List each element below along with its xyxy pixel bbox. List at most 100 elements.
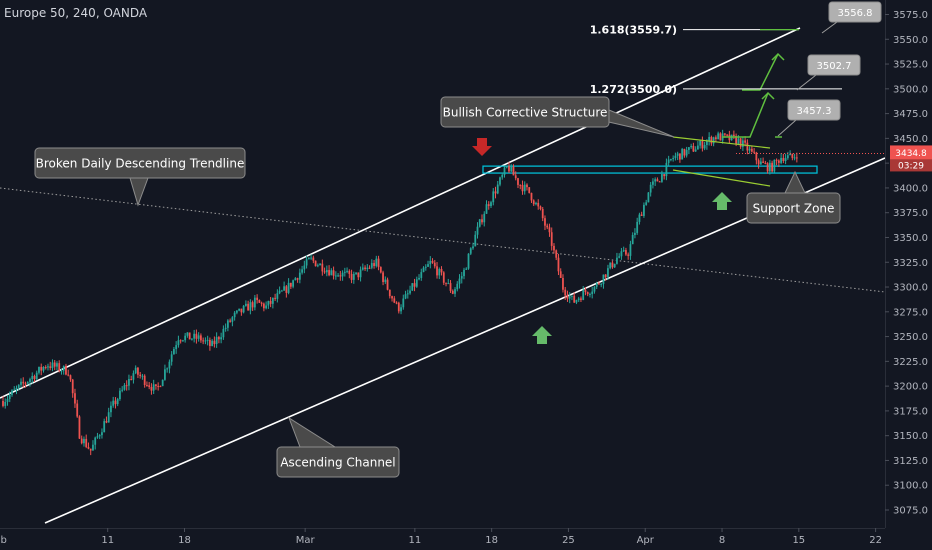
candle-body: [793, 157, 796, 159]
projection-arrowhead-1: [761, 91, 775, 100]
candle-body: [521, 185, 524, 192]
candle: [2, 396, 4, 408]
candle: [670, 158, 672, 162]
candle-body: [285, 286, 288, 293]
projection-leg-2: [742, 53, 779, 91]
candle-body: [121, 389, 124, 391]
candle-body: [784, 158, 787, 162]
fib-label: 1.272(3500.0): [590, 83, 677, 96]
candle: [465, 267, 468, 270]
candle-body: [427, 264, 429, 267]
candle-body: [732, 134, 735, 137]
candle-body: [22, 381, 25, 384]
candle-body: [49, 366, 52, 369]
candle: [575, 299, 578, 305]
candle: [53, 359, 56, 371]
candle: [397, 301, 400, 314]
candle-body: [269, 300, 272, 304]
candle: [782, 153, 785, 164]
candle-body: [11, 390, 13, 395]
candle-body: [519, 184, 522, 186]
candle-body: [105, 421, 108, 423]
candle-body: [652, 181, 654, 185]
candle-body: [411, 283, 414, 291]
time-axis[interactable]: Feb 11 18 Mar 11 18 25 Apr 8 15 22: [0, 528, 885, 546]
candle: [759, 157, 762, 165]
candle: [121, 386, 124, 393]
candle: [418, 274, 420, 281]
candle-body: [213, 340, 216, 345]
candle: [71, 378, 74, 398]
candle: [251, 300, 254, 311]
candle: [478, 218, 481, 228]
candle: [44, 365, 47, 370]
candle: [350, 269, 353, 284]
target-leader: [796, 74, 817, 91]
candle-body: [674, 155, 677, 159]
candle: [571, 295, 573, 301]
candle-body: [476, 226, 479, 235]
candle-body: [629, 244, 632, 256]
candle: [319, 263, 321, 266]
candle-body: [119, 390, 121, 400]
candle: [164, 364, 166, 381]
candle: [195, 329, 198, 344]
time-tick-label: 18: [485, 535, 498, 546]
candle: [409, 285, 411, 295]
price-tick-label: 3125.0: [893, 456, 928, 467]
candle: [150, 383, 153, 395]
candle: [555, 249, 558, 261]
candle-body: [795, 157, 798, 159]
candle-body: [526, 184, 528, 188]
candle-body: [280, 290, 283, 292]
candle-body: [29, 379, 31, 382]
candle-body: [31, 375, 34, 380]
candle-body: [170, 354, 173, 362]
candle: [501, 172, 504, 180]
candle: [600, 282, 603, 288]
candle: [528, 187, 531, 194]
candle: [262, 302, 265, 312]
current-price-badge: [890, 145, 932, 160]
candle: [469, 247, 472, 256]
candle-body: [132, 373, 135, 380]
candle: [717, 131, 720, 140]
candle: [636, 217, 639, 235]
candle: [22, 377, 25, 388]
candle: [415, 276, 418, 288]
candle: [325, 265, 328, 277]
price-axis[interactable]: 3575.03550.03525.03500.03475.03450.03425…: [736, 0, 932, 550]
candle-body: [35, 372, 38, 380]
candle-body: [224, 327, 227, 329]
candle-body: [265, 305, 268, 309]
candle-body: [382, 272, 384, 283]
candle-body: [510, 166, 513, 172]
candle: [208, 337, 211, 351]
candle: [316, 263, 319, 268]
candle: [173, 346, 175, 355]
candle: [402, 294, 405, 310]
candle: [460, 271, 463, 284]
candle-body: [384, 279, 387, 283]
candle-body: [415, 279, 418, 287]
candle-body: [645, 202, 648, 205]
candle: [296, 277, 299, 283]
candle: [238, 308, 241, 312]
candle: [654, 177, 657, 186]
candle-body: [33, 375, 36, 380]
candle: [557, 253, 560, 276]
candle-body: [487, 204, 490, 207]
candle-body: [550, 232, 553, 246]
down-arrow-icon: [472, 138, 492, 156]
candle: [220, 332, 223, 344]
callout-text: Support Zone: [753, 202, 835, 216]
candle: [92, 440, 94, 451]
candle-body: [636, 221, 639, 233]
candle-body: [616, 257, 618, 264]
candle: [294, 277, 297, 281]
candle: [256, 294, 259, 304]
support-zone-layer: [482, 165, 818, 174]
candle: [620, 247, 623, 260]
candle-body: [164, 369, 166, 380]
